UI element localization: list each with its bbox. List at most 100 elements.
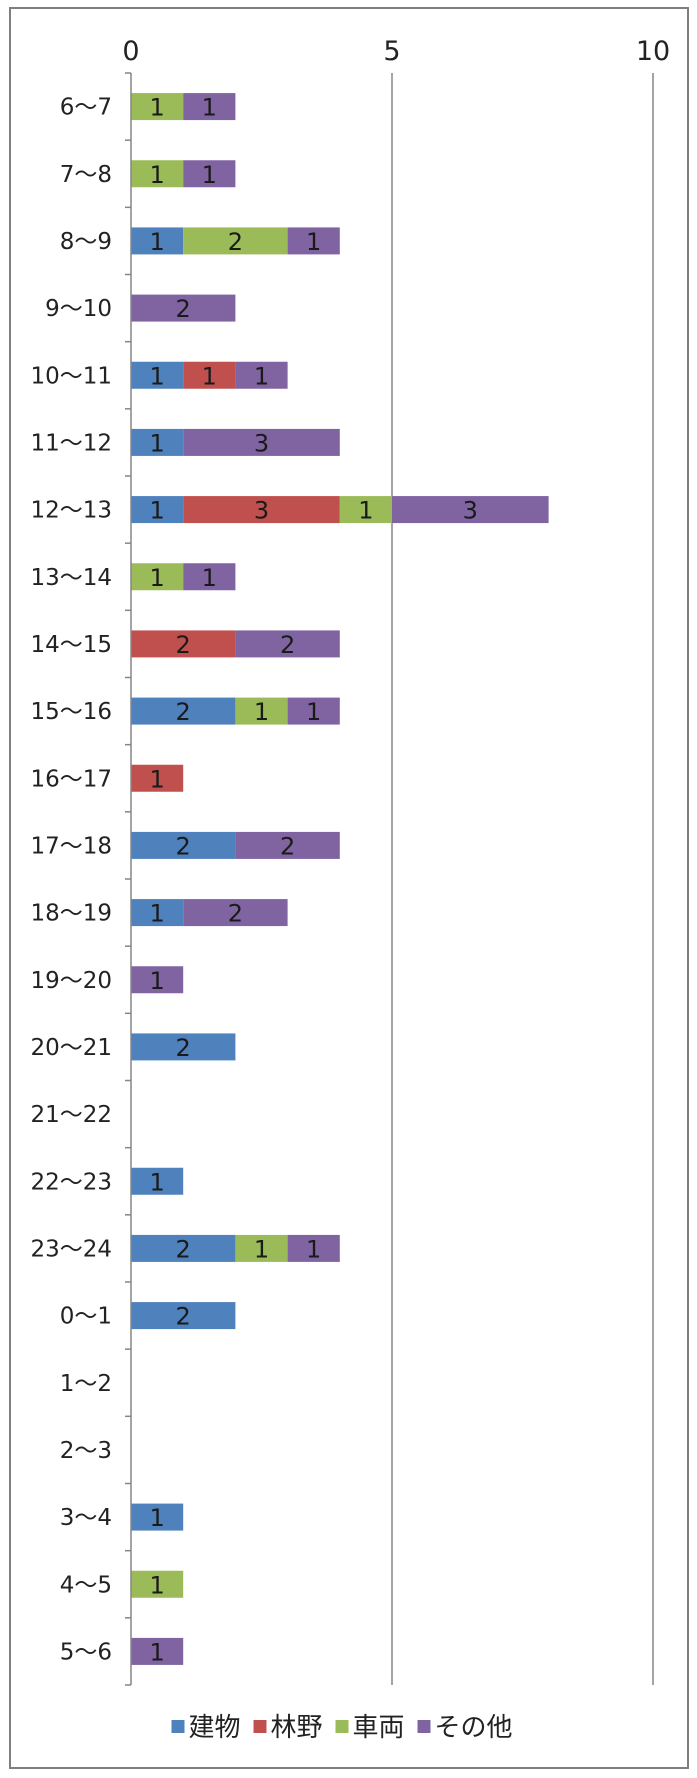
- y-tick-label: 10～11: [30, 363, 112, 389]
- data-label: 1: [202, 94, 217, 122]
- data-label: 1: [306, 1235, 321, 1263]
- bar-segment: [183, 160, 236, 188]
- bar-segment: [131, 1033, 236, 1061]
- bar-segment: [131, 1637, 184, 1665]
- data-label: 1: [149, 161, 164, 189]
- x-tick-label: 5: [383, 36, 400, 67]
- data-label: 2: [228, 900, 243, 928]
- legend-swatch: [171, 1720, 185, 1733]
- y-tick-label: 16～17: [30, 766, 112, 792]
- data-label: 1: [149, 1638, 164, 1666]
- data-label: 1: [202, 362, 217, 390]
- data-label: 1: [202, 564, 217, 592]
- bar-segment: [183, 563, 236, 591]
- bar-segment: [287, 697, 340, 725]
- data-label: 2: [176, 1303, 191, 1331]
- legend-swatch: [335, 1720, 349, 1733]
- bar-segment: [131, 428, 184, 456]
- data-label: 1: [149, 900, 164, 928]
- bar-segment: [131, 1570, 184, 1598]
- data-label: 1: [149, 1504, 164, 1532]
- y-tick-label: 18～19: [30, 901, 112, 927]
- data-label: 3: [254, 497, 269, 525]
- y-tick-label: 7～8: [60, 162, 112, 188]
- bar-segment: [131, 764, 184, 792]
- data-label: 2: [176, 1235, 191, 1263]
- data-label: 3: [463, 497, 478, 525]
- bar-segment: [183, 428, 340, 456]
- y-tick-label: 20～21: [30, 1035, 112, 1061]
- bar-segment: [235, 630, 340, 658]
- data-label: 2: [280, 832, 295, 860]
- legend-label: 車両: [353, 1713, 405, 1743]
- data-label: 2: [228, 228, 243, 256]
- y-tick-label: 15～16: [30, 699, 112, 725]
- y-tick-label: 17～18: [30, 833, 112, 859]
- legend-label: 林野: [271, 1713, 323, 1743]
- bar-segment: [183, 899, 288, 927]
- chart-border: [9, 7, 689, 1769]
- y-tick-label: 23～24: [30, 1236, 112, 1262]
- data-label: 3: [254, 429, 269, 457]
- bar-segment: [131, 496, 184, 524]
- data-label: 1: [358, 497, 373, 525]
- y-tick-label: 0～1: [60, 1304, 112, 1330]
- data-label: 1: [254, 1235, 269, 1263]
- data-label: 1: [149, 362, 164, 390]
- y-tick-label: 5～6: [60, 1639, 112, 1665]
- bar-segment: [392, 496, 549, 524]
- data-label: 1: [306, 698, 321, 726]
- bar-segment: [131, 227, 184, 255]
- data-label: 2: [280, 631, 295, 659]
- data-label: 1: [149, 1168, 164, 1196]
- gridlines: [391, 73, 654, 1685]
- y-tick-label: 9～10: [45, 296, 112, 322]
- y-tick-label: 6～7: [60, 95, 112, 121]
- bar-segment: [287, 1234, 340, 1262]
- bar-segment: [235, 1234, 288, 1262]
- bar-segment: [131, 1167, 184, 1195]
- data-label: 1: [306, 228, 321, 256]
- data-label: 1: [149, 429, 164, 457]
- bar-segment: [131, 1234, 236, 1262]
- data-label: 1: [149, 94, 164, 122]
- data-labels: 1 1 1 1 1 2 1 2 1 1 1 1 3 1 3 1 3 1 1 2 2 2 1 1 1 2 2 1 2 1 2 1 2 1 1 2 1 1 1: [149, 94, 477, 1667]
- bar-segment: [131, 899, 184, 927]
- bar-segment: [131, 93, 184, 121]
- bar-segment: [131, 1503, 184, 1531]
- bar-segment: [183, 496, 340, 524]
- data-label: 2: [176, 832, 191, 860]
- y-tick-label: 11～12: [30, 430, 112, 456]
- y-tick-label: 14～15: [30, 632, 112, 658]
- x-tick-label: 0: [122, 36, 139, 67]
- bars: [131, 93, 549, 1665]
- y-tick-label: 13～14: [30, 565, 112, 591]
- data-label: 1: [149, 967, 164, 995]
- data-label: 1: [149, 497, 164, 525]
- bar-segment: [183, 227, 288, 255]
- bar-segment: [131, 160, 184, 188]
- bar-segment: [131, 294, 236, 322]
- y-tick-label: 19～20: [30, 968, 112, 994]
- data-label: 1: [149, 765, 164, 793]
- legend-swatch: [417, 1720, 431, 1733]
- x-tick-label: 10: [636, 36, 670, 67]
- y-tick-label: 12～13: [30, 498, 112, 524]
- legend-swatch: [253, 1720, 267, 1733]
- y-tick-label: 3～4: [60, 1505, 112, 1531]
- bar-segment: [235, 831, 340, 859]
- data-label: 1: [149, 1571, 164, 1599]
- bar-segment: [131, 697, 236, 725]
- bar-segment: [131, 831, 236, 859]
- legend-label: 建物: [189, 1713, 241, 1743]
- bar-segment: [131, 361, 184, 389]
- bar-segment: [131, 1302, 236, 1330]
- bar-segment: [235, 697, 288, 725]
- y-tick-label: 8～9: [60, 229, 112, 255]
- y-tick-label: 1～2: [60, 1371, 112, 1397]
- data-label: 1: [149, 564, 164, 592]
- legend-label: その他: [435, 1713, 513, 1743]
- bar-segment: [131, 563, 184, 591]
